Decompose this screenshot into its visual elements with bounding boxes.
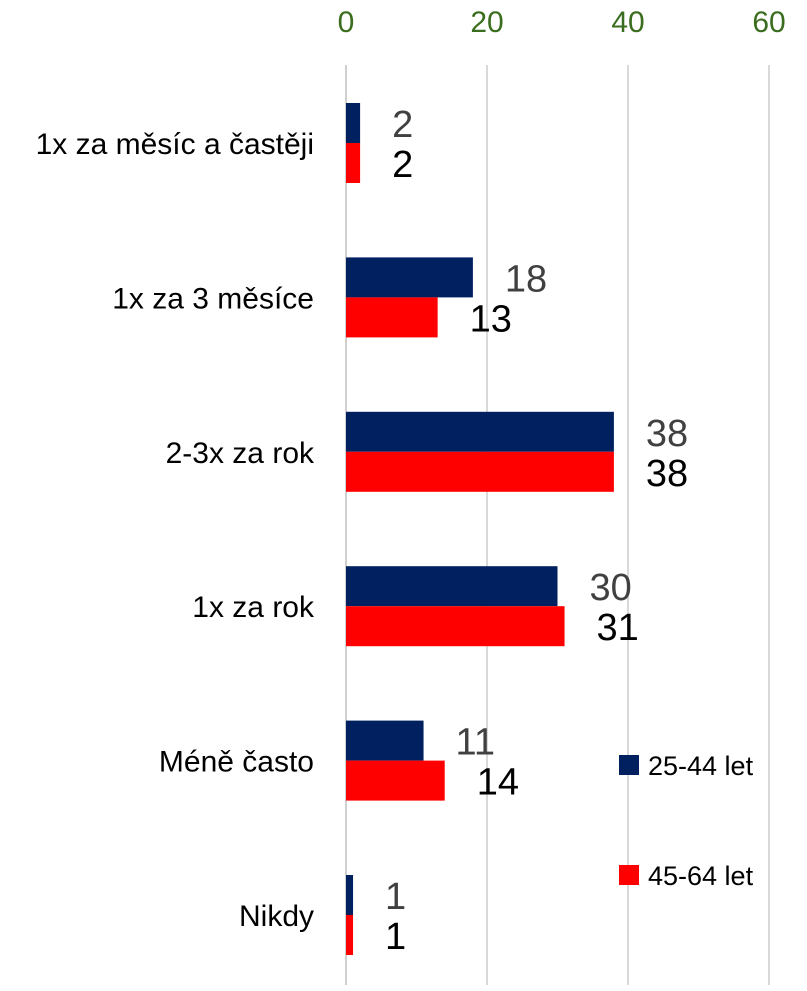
x-axis-ticks: 0 20 40 60 — [338, 6, 786, 39]
data-label: 13 — [470, 298, 512, 340]
bars — [346, 103, 614, 955]
bar-25-44-let-mene-casto — [346, 720, 424, 761]
legend-swatch-25-44-let — [619, 755, 639, 775]
bar-45-64-let-nikdy — [346, 915, 354, 955]
bar-25-44-let-nikdy — [346, 875, 354, 915]
x-tick-label: 0 — [338, 6, 355, 39]
legend-label-25-44-let: 25-44 let — [648, 751, 754, 781]
data-label: 18 — [505, 258, 547, 300]
bar-25-44-let-1x-za-rok — [346, 566, 558, 607]
data-label: 30 — [590, 567, 632, 609]
bar-45-64-let-2-3x-za-rok — [346, 451, 614, 492]
category-label-nikdy: Nikdy — [239, 900, 314, 933]
data-label: 1 — [385, 916, 406, 958]
x-tick-label: 60 — [752, 6, 785, 39]
data-label: 38 — [646, 413, 688, 455]
data-label: 31 — [597, 607, 639, 649]
data-label: 14 — [477, 762, 519, 804]
category-label-1x-za-rok: 1x za rok — [192, 591, 315, 624]
category-label-1x-za-3-mesice: 1x za 3 měsíce — [112, 282, 314, 315]
x-tick-label: 40 — [611, 6, 644, 39]
data-label: 1 — [385, 876, 406, 918]
data-label: 2 — [392, 104, 413, 146]
bar-45-64-let-1x-za-mesic-a-casteji — [346, 143, 361, 183]
category-label-2-3x-za-rok: 2-3x za rok — [166, 437, 315, 470]
bar-45-64-let-1x-za-3-mesice — [346, 297, 438, 338]
legend: 25-44 let 45-64 let — [619, 751, 754, 891]
legend-label-45-64-let: 45-64 let — [648, 861, 754, 891]
category-label-mene-casto: Méně často — [159, 746, 314, 779]
bar-25-44-let-2-3x-za-rok — [346, 411, 614, 452]
data-label: 2 — [392, 144, 413, 186]
data-label: 38 — [646, 453, 688, 495]
bar-45-64-let-1x-za-rok — [346, 606, 565, 647]
data-label: 11 — [456, 722, 495, 764]
grid-lines — [486, 65, 770, 985]
bar-25-44-let-1x-za-3-mesice — [346, 257, 473, 298]
legend-swatch-45-64-let — [619, 865, 639, 885]
category-labels: 1x za měsíc a častěji 1x za 3 měsíce 2-3x … — [36, 128, 315, 933]
category-label-1x-za-mesic-a-casteji: 1x za měsíc a častěji — [36, 128, 314, 161]
bar-45-64-let-mene-casto — [346, 760, 445, 801]
bar-25-44-let-1x-za-mesic-a-casteji — [346, 103, 361, 143]
x-tick-label: 20 — [470, 6, 503, 39]
